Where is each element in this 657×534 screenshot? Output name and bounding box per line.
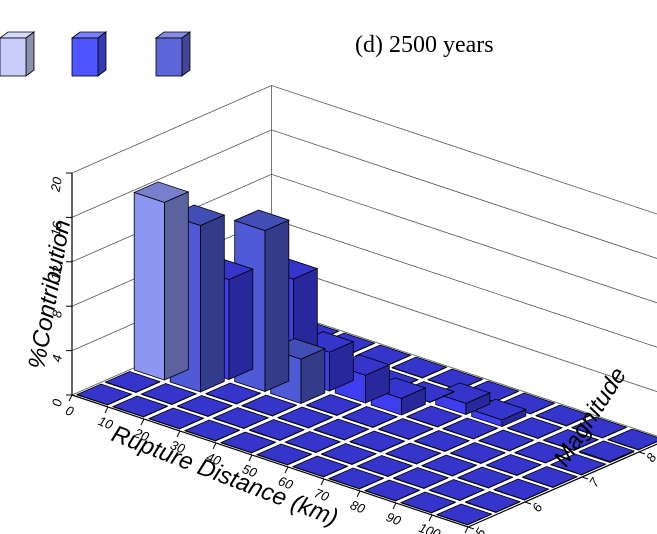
legend-swatch-front [72,38,98,76]
y-tick-label: 20 [47,175,65,194]
legend-swatch-side [182,32,190,76]
legend-swatch-side [26,32,34,76]
z-tick-label: 5 [472,525,489,534]
legend-swatch-front [156,38,182,76]
z-tick-label: 8 [643,450,657,465]
legend-swatch-front [0,38,26,76]
x-tick-label: 80 [348,497,368,516]
x-tick [429,515,432,521]
bar-side [229,269,253,379]
legend [0,32,190,76]
x-tick [141,419,144,425]
bars [77,182,657,525]
x-tick [213,443,216,449]
x-tick [105,407,108,413]
x-tick [393,503,396,509]
z-tick-label: 6 [529,500,546,515]
x-tick-label: 90 [384,509,404,528]
bar-side [200,215,224,392]
x-tick [177,431,180,437]
x-tick [249,455,252,461]
bar-front [134,192,164,380]
x-tick [285,467,288,473]
x-tick-label: 10 [96,413,116,432]
panel-label: (d) 2500 years [355,32,494,58]
bar-side [265,220,289,391]
x-tick [69,395,72,401]
x-tick [465,527,468,533]
bar-side [164,192,188,380]
x-tick-label: 0 [64,403,77,420]
x-tick-label: 100 [417,520,443,534]
x-tick [321,479,324,485]
y-axis-title: %Contribution [23,218,76,371]
z-tick-label: 7 [586,475,603,490]
x-tick [357,491,360,497]
legend-swatch-side [98,32,106,76]
y-tick-label: 0 [49,397,65,407]
bar [134,182,188,380]
